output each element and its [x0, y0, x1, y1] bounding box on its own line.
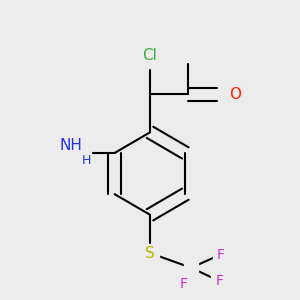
Text: F: F [217, 248, 225, 262]
Point [224, 92, 229, 97]
Text: F: F [180, 277, 188, 291]
Point [148, 251, 152, 256]
Point [182, 282, 186, 286]
Text: S: S [145, 246, 155, 261]
Text: O: O [230, 87, 242, 102]
Point [77, 151, 82, 155]
Point [218, 252, 223, 257]
Text: F: F [215, 274, 223, 288]
Point [189, 266, 194, 270]
Text: NH: NH [59, 138, 82, 153]
Point [148, 53, 152, 58]
Point [186, 53, 191, 58]
Point [217, 279, 222, 283]
Text: Cl: Cl [142, 48, 158, 63]
Text: H: H [82, 154, 92, 167]
